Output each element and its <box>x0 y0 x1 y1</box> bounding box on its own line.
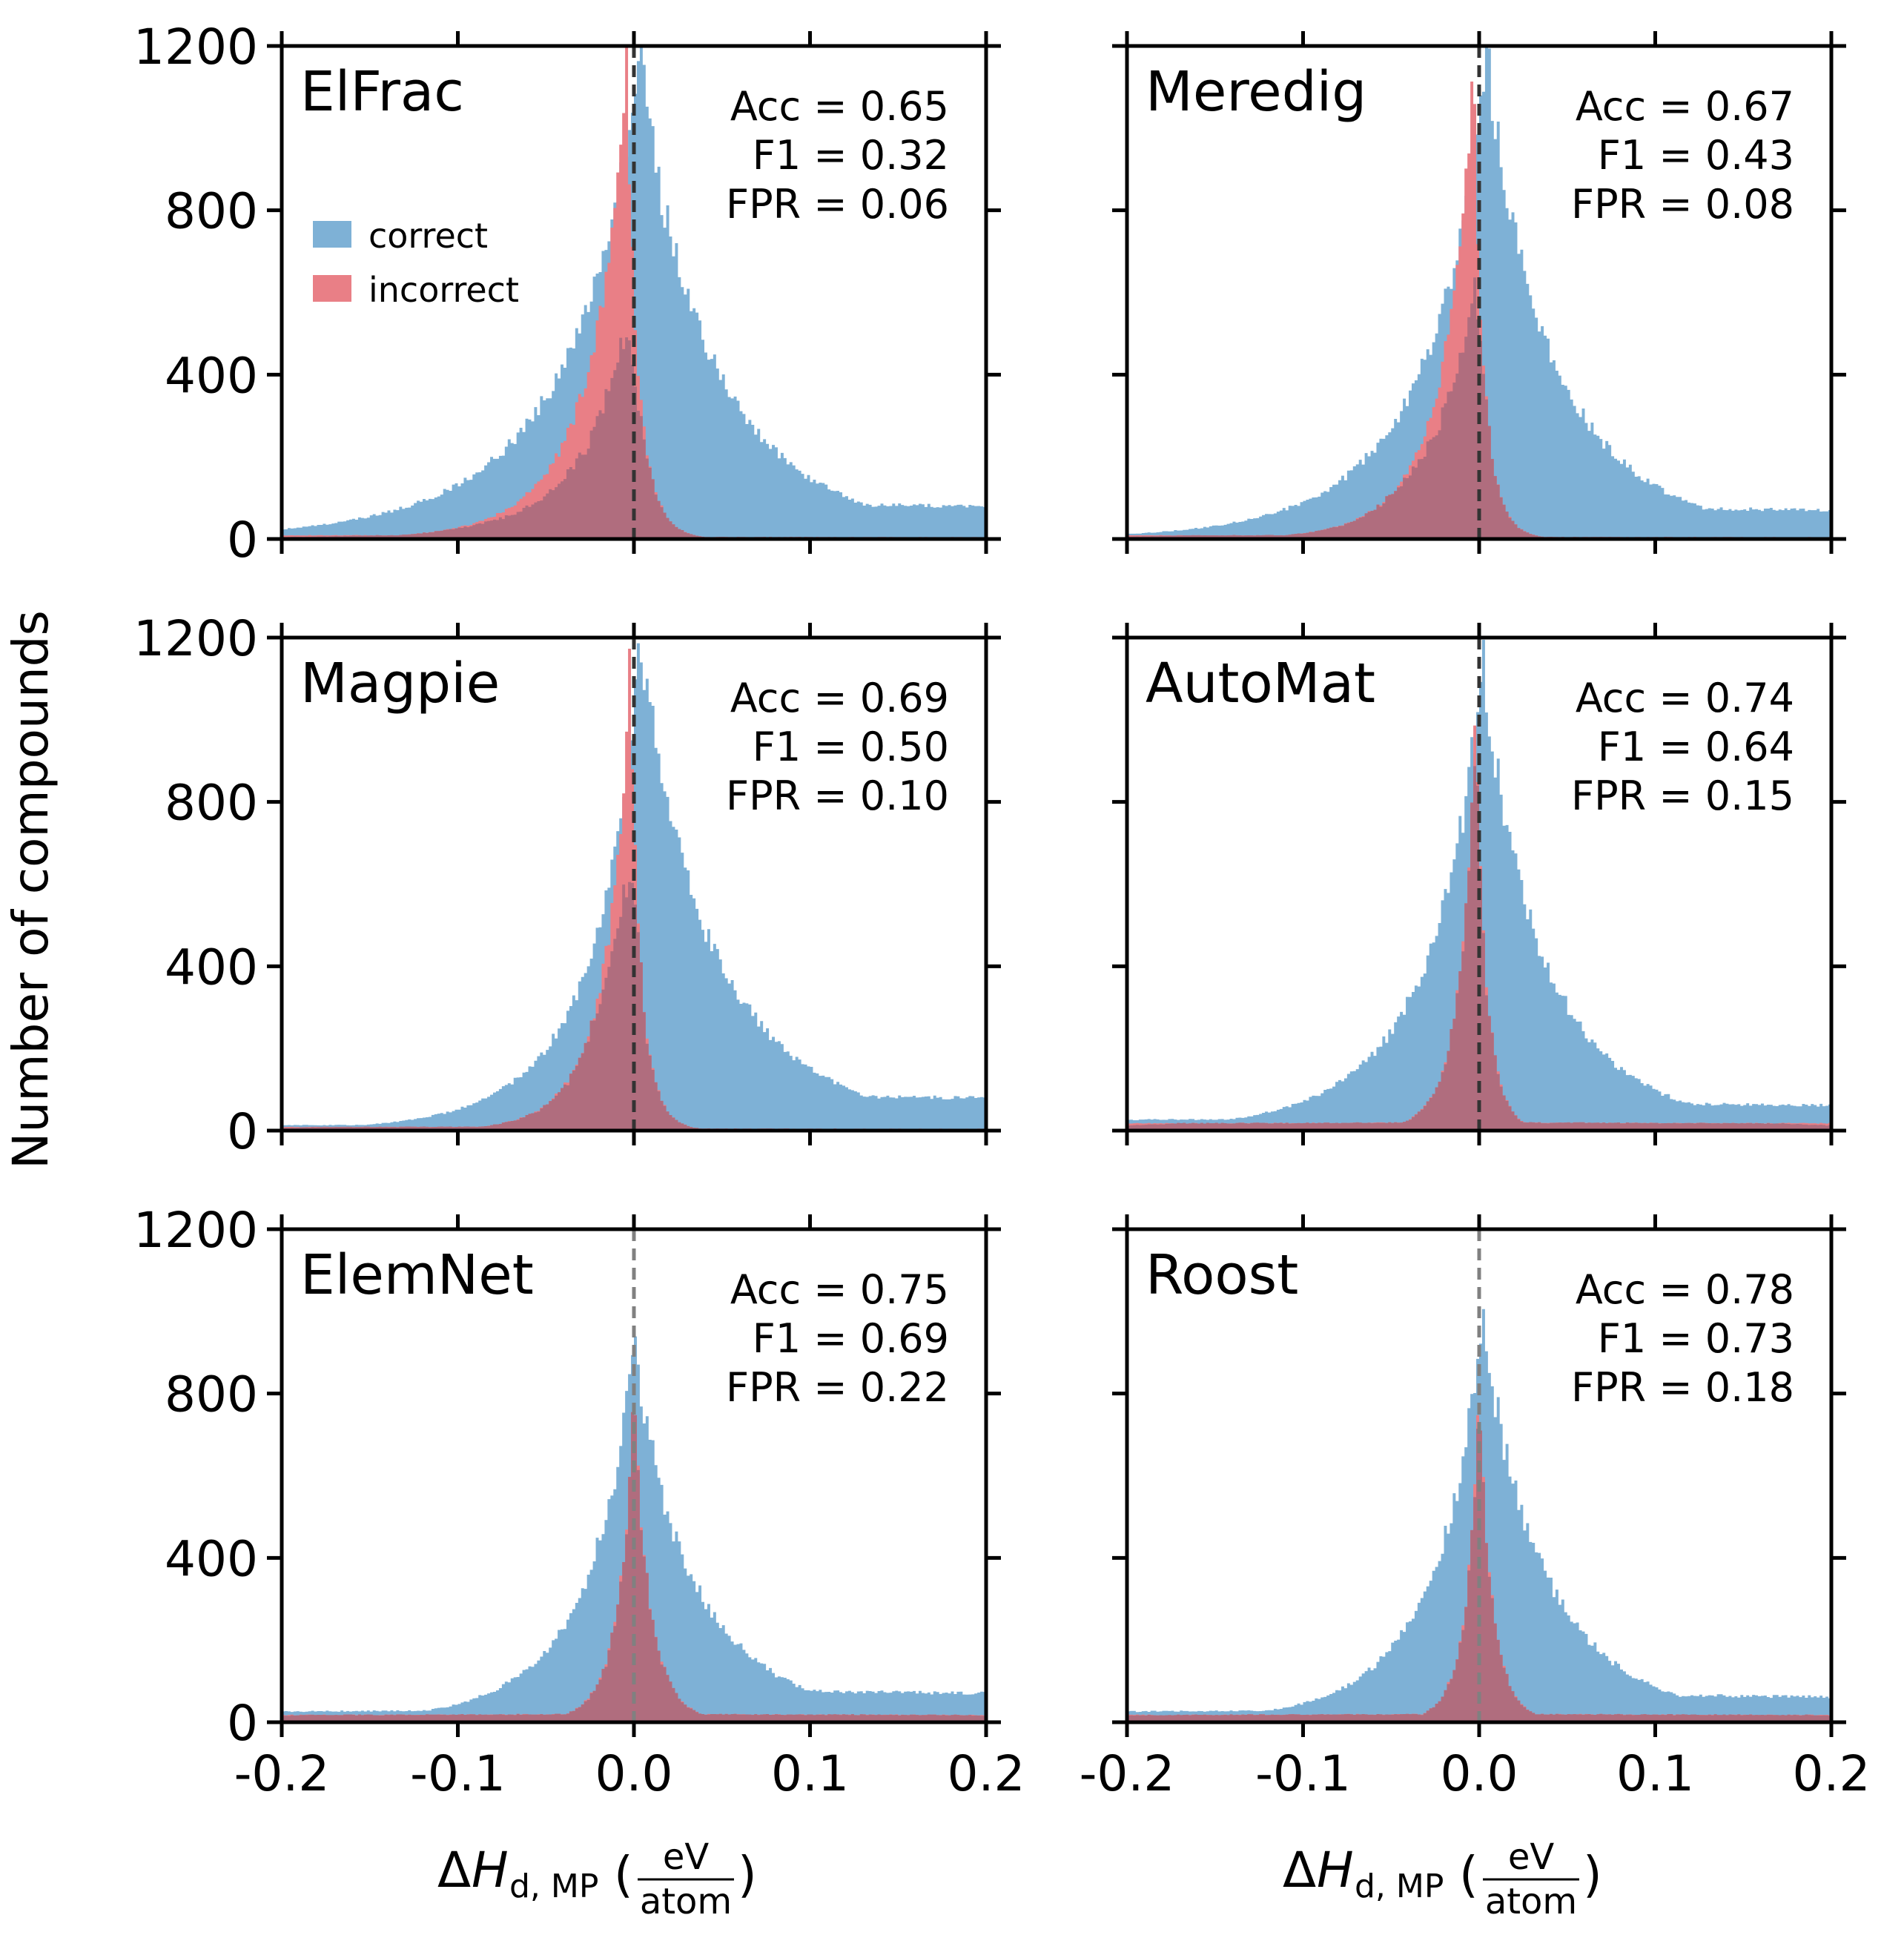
xlabel-close-paren: ) <box>1583 1846 1602 1903</box>
x-tick-label: 0.1 <box>771 1745 849 1802</box>
series-overlap <box>1127 277 1831 539</box>
series-incorrect <box>282 46 986 539</box>
metric-text: FPR = 0.15 <box>1571 773 1794 819</box>
legend-swatch-correct <box>313 221 351 248</box>
metric-text: FPR = 0.18 <box>1571 1364 1794 1411</box>
xlabel-frac-den: atom <box>1485 1881 1577 1922</box>
y-tick-label: 0 <box>227 1103 258 1160</box>
metric-text: FPR = 0.08 <box>1571 181 1794 228</box>
metric-text: F1 = 0.73 <box>1598 1315 1794 1362</box>
y-tick-label: 1200 <box>133 610 258 667</box>
x-tick-label: -0.2 <box>234 1745 330 1802</box>
y-tick-label: 800 <box>165 775 258 832</box>
series-incorrect <box>1127 81 1831 539</box>
x-tick-label: 0.0 <box>595 1745 673 1802</box>
legend-swatch-incorrect <box>313 275 351 302</box>
legend-label-incorrect: incorrect <box>368 270 519 310</box>
y-tick-label: 400 <box>165 347 258 404</box>
panel-title: Magpie <box>300 652 500 715</box>
metric-text: Acc = 0.78 <box>1576 1266 1794 1313</box>
legend-label-correct: correct <box>368 216 488 256</box>
histogram-bars <box>1127 46 1831 539</box>
y-tick-label: 0 <box>227 1695 258 1752</box>
xlabel-open-paren: ( <box>614 1846 633 1903</box>
xlabel-open-paren: ( <box>1459 1846 1478 1903</box>
y-tick-label: 400 <box>165 939 258 996</box>
metric-text: F1 = 0.69 <box>753 1315 949 1362</box>
panel-elemnet: 0 400 800 1200 -0.2 -0.1 0.0 0.1 0.2 ElemNet Acc =… <box>133 1202 1025 1802</box>
xlabel-close-paren: ) <box>738 1846 757 1903</box>
y-tick-label: 800 <box>165 1366 258 1423</box>
x-tick-label: -0.1 <box>1255 1745 1351 1802</box>
xlabel-symbol: H <box>472 1842 509 1899</box>
y-tick-label: 800 <box>165 183 258 240</box>
y-tick-label: 1200 <box>133 19 258 76</box>
metric-text: FPR = 0.22 <box>726 1364 949 1411</box>
y-tick-label: 1200 <box>133 1202 258 1259</box>
x-tick-label: -0.1 <box>410 1745 506 1802</box>
metric-text: Acc = 0.69 <box>730 675 949 721</box>
y-tick-label: 0 <box>227 512 258 569</box>
metric-text: FPR = 0.10 <box>726 773 949 819</box>
panel-title: ElemNet <box>300 1243 534 1307</box>
xlabel-frac-num: eV <box>1508 1836 1555 1878</box>
series-overlap <box>1127 1429 1831 1722</box>
x-tick-label: 0.1 <box>1616 1745 1694 1802</box>
xlabel-frac-den: atom <box>640 1881 732 1922</box>
xlabel-delta: Δ <box>1283 1842 1316 1899</box>
panel-title: AutoMat <box>1146 652 1375 715</box>
y-tick-label: 400 <box>165 1530 258 1587</box>
metric-text: F1 = 0.32 <box>753 132 949 179</box>
x-tick-label: 0.2 <box>1793 1745 1871 1802</box>
xlabel-delta: Δ <box>437 1842 471 1899</box>
metric-text: FPR = 0.06 <box>726 181 949 228</box>
metric-text: Acc = 0.65 <box>730 83 949 130</box>
y-axis-label: Number of compounds <box>2 610 59 1169</box>
panel-title: Roost <box>1146 1243 1298 1307</box>
metric-text: F1 = 0.43 <box>1598 132 1794 179</box>
x-tick-label: 0.0 <box>1441 1745 1518 1802</box>
xlabel-subscript: d, MP <box>509 1868 598 1905</box>
metric-text: F1 = 0.50 <box>753 724 949 770</box>
xlabel-subscript: d, MP <box>1355 1868 1444 1905</box>
panel-title: Meredig <box>1146 60 1366 124</box>
xlabel-symbol: H <box>1317 1842 1354 1899</box>
metric-text: Acc = 0.75 <box>730 1266 949 1313</box>
xlabel-frac-num: eV <box>663 1836 710 1878</box>
metric-text: F1 = 0.64 <box>1598 724 1794 770</box>
metric-text: Acc = 0.74 <box>1576 675 1794 721</box>
x-tick-label: -0.2 <box>1080 1745 1175 1802</box>
panel-title: ElFrac <box>300 60 464 124</box>
metric-text: Acc = 0.67 <box>1576 83 1794 130</box>
x-tick-label: 0.2 <box>948 1745 1025 1802</box>
legend: correct incorrect <box>313 216 519 310</box>
